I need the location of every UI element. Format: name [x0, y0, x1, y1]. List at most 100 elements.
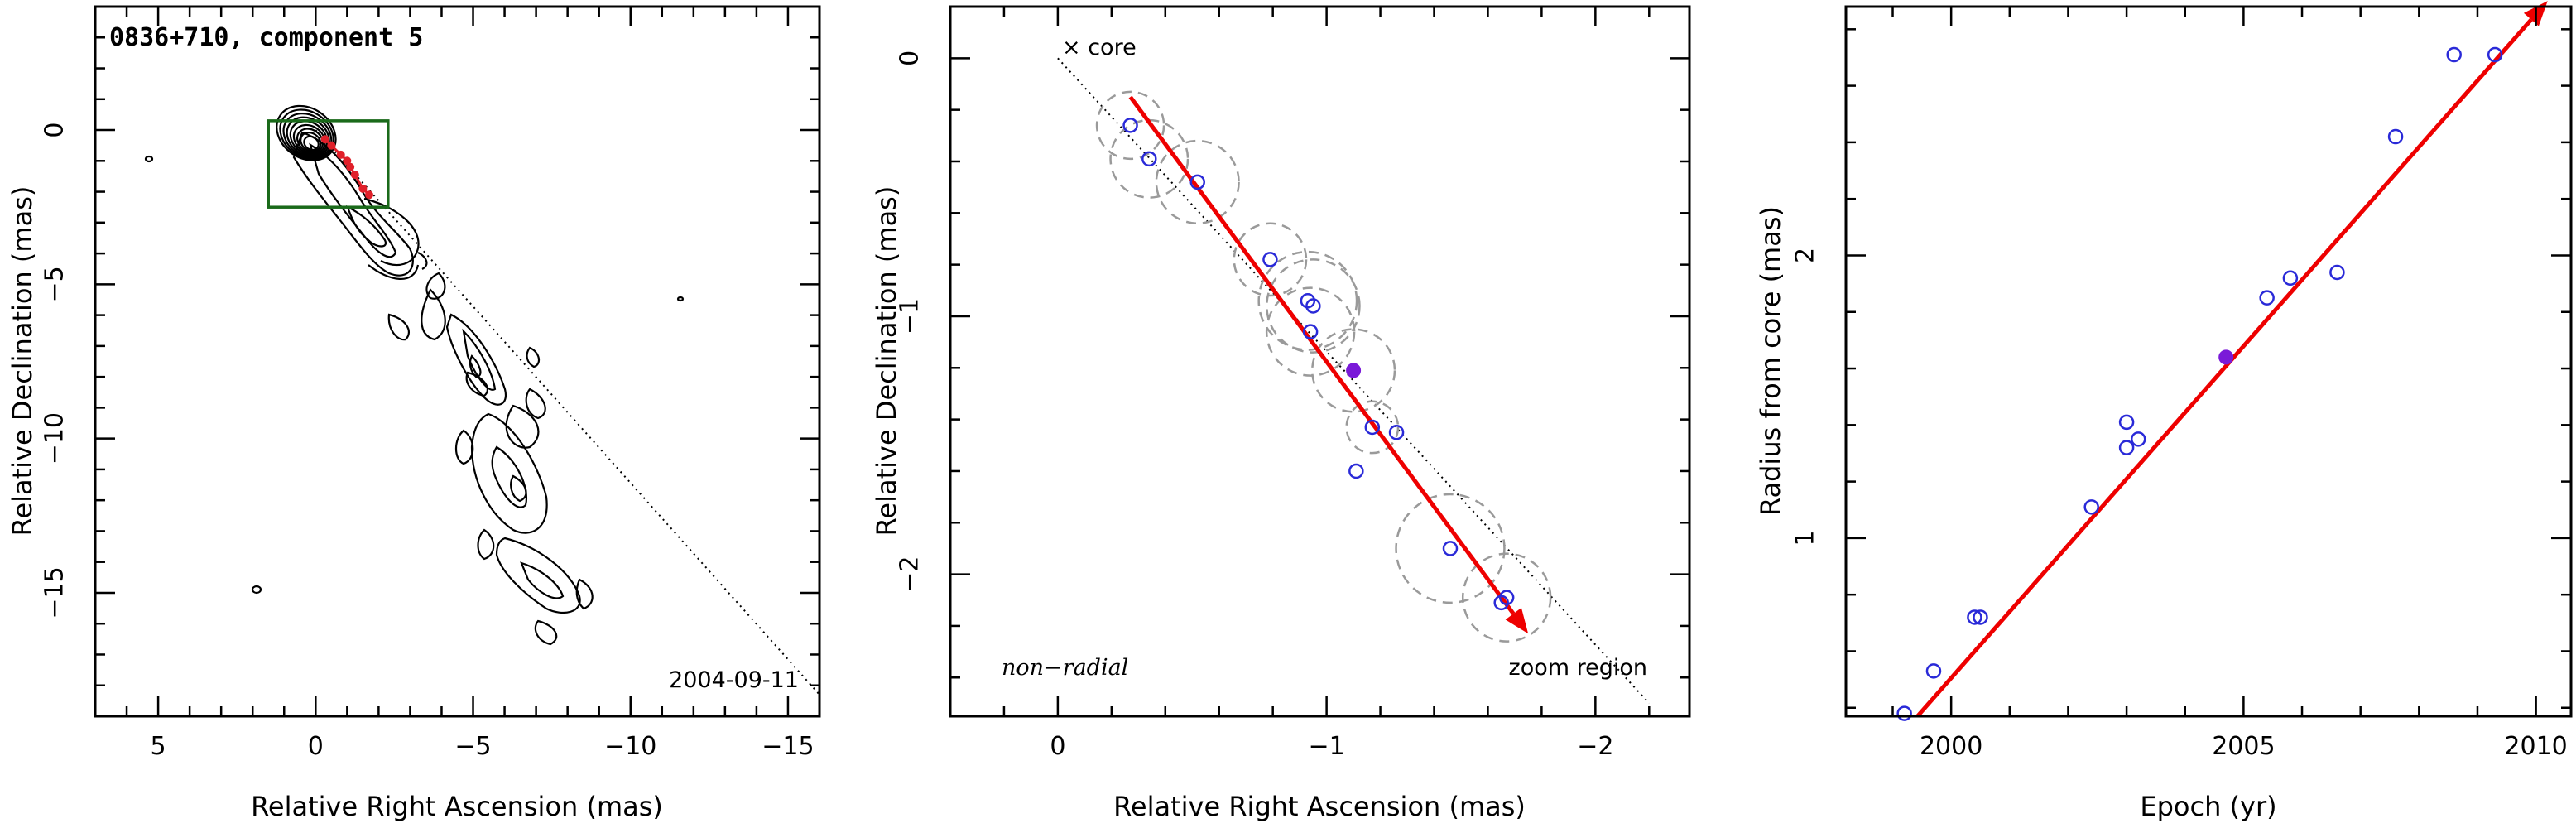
- x-tick-label: 2005: [2212, 732, 2275, 761]
- data-point: [1973, 609, 1988, 625]
- x-tick-label: −15: [762, 732, 814, 761]
- uncertainty-circle: [1266, 258, 1361, 354]
- uncertainty-circle: [1461, 552, 1552, 643]
- contour-extended-jet: [575, 578, 594, 610]
- data-point: [1364, 419, 1381, 436]
- y-tick-label: 1: [1791, 530, 1820, 546]
- contour-jet: [387, 313, 410, 341]
- data-point: [2118, 414, 2135, 431]
- contour-noise: [144, 155, 154, 163]
- contour-jet: [309, 142, 397, 258]
- x-axis-label: Relative Right Ascension (mas): [1113, 791, 1526, 822]
- contour-noise: [251, 585, 262, 595]
- x-tick-label: −2: [1577, 732, 1613, 761]
- contour-extended-jet: [465, 371, 488, 397]
- motion-arrow: [1128, 95, 1516, 615]
- x-tick-label: 0: [1050, 732, 1065, 761]
- data-point: [2118, 440, 2135, 455]
- motion-arrow-head: [1505, 608, 1529, 634]
- component-position: [346, 162, 355, 171]
- data-point: [1122, 118, 1138, 133]
- data-point: [1896, 705, 1912, 721]
- data-point: [1925, 663, 1942, 679]
- core-label: × core: [1062, 35, 1137, 60]
- contour-extended-jet: [477, 528, 495, 561]
- data-point: [2130, 431, 2146, 447]
- component-position: [327, 141, 336, 150]
- component-position: [358, 184, 368, 193]
- contour-jet: [363, 197, 420, 267]
- contour-extended-jet: [510, 474, 527, 503]
- x-tick-label: 0: [308, 732, 324, 761]
- uncertainty-circle: [1345, 400, 1400, 455]
- uncertainty-circle: [1395, 493, 1506, 604]
- contour-extended-jet: [526, 346, 541, 368]
- contour-extended-jet: [421, 288, 446, 341]
- data-point: [1967, 609, 1982, 625]
- non-radial-annotation: non−radial: [1002, 655, 1128, 681]
- data-point: [1498, 590, 1515, 605]
- zoom-box: [267, 119, 390, 209]
- y-tick-label: −5: [41, 266, 70, 302]
- uncertainty-circle: [1095, 90, 1165, 161]
- x-tick-label: 5: [151, 732, 166, 761]
- x-tick-label: 2000: [1920, 732, 1982, 761]
- uncertainty-circle: [1233, 222, 1308, 297]
- date-label: 2004-09-11: [669, 667, 799, 693]
- y-tick-label: 2: [1791, 248, 1820, 263]
- contour-jet: [417, 252, 428, 270]
- data-point: [1388, 424, 1405, 440]
- y-axis-label: Radius from core (mas): [1755, 206, 1786, 516]
- contour-extended-jet: [505, 404, 540, 449]
- contour-extended-jet: [425, 272, 446, 300]
- panel-radius-vs-epoch: 2000 2005 2010 1 2 Epoch (yr) Radius from co…: [1755, 1, 2573, 822]
- contour-jet: [346, 205, 387, 248]
- contour-extended-jet: [534, 619, 558, 646]
- plot-frame: [94, 5, 821, 718]
- data-point: [2259, 290, 2275, 306]
- highlighted-point: [1346, 363, 1362, 378]
- jet-axis-line: [1057, 57, 1651, 705]
- contour-extended-jet: [470, 412, 548, 534]
- data-point: [1189, 174, 1205, 190]
- uncertainty-circle: [1265, 286, 1356, 377]
- data-point: [1305, 298, 1321, 314]
- data-point: [1300, 293, 1316, 309]
- y-tick-label: −10: [41, 412, 70, 465]
- component-position: [343, 156, 352, 166]
- x-axis-label: Relative Right Ascension (mas): [251, 791, 663, 822]
- data-point: [2083, 499, 2099, 515]
- data-point: [2387, 128, 2404, 145]
- x-tick-label: −5: [454, 732, 491, 761]
- contour-extended-jet: [462, 328, 497, 391]
- contour-extended-jet: [445, 313, 507, 406]
- data-point: [2282, 270, 2299, 286]
- contour-lines: [144, 104, 685, 646]
- y-tick-label: −15: [41, 566, 70, 619]
- uncertainty-circle: [1109, 118, 1189, 199]
- contour-core: [289, 120, 329, 156]
- y-tick-label: 0: [41, 122, 70, 137]
- data-point: [1493, 595, 1509, 611]
- fit-arrow: [1915, 18, 2533, 718]
- contour-core: [286, 116, 330, 158]
- zoom-region-annotation: zoom region: [1509, 655, 1647, 681]
- contour-extended-jet: [454, 429, 474, 465]
- y-axis-label: Relative Declination (mas): [871, 186, 902, 537]
- uncertainty-circle: [1257, 250, 1358, 351]
- data-point: [1302, 324, 1319, 339]
- y-axis-label: Relative Declination (mas): [7, 186, 38, 537]
- contour-extended-jet: [491, 445, 528, 508]
- data-point: [1442, 541, 1459, 556]
- contour-noise: [676, 296, 685, 302]
- component-position: [320, 135, 329, 144]
- y-tick-label: −2: [896, 556, 925, 592]
- contour-extended-jet: [469, 354, 482, 378]
- contour-core: [282, 113, 333, 159]
- component-position: [364, 190, 373, 200]
- plot-frame: [1844, 5, 2573, 718]
- x-tick-label: 2010: [2504, 732, 2567, 761]
- uncertainty-circle: [1310, 328, 1396, 413]
- contour-jet: [368, 264, 420, 280]
